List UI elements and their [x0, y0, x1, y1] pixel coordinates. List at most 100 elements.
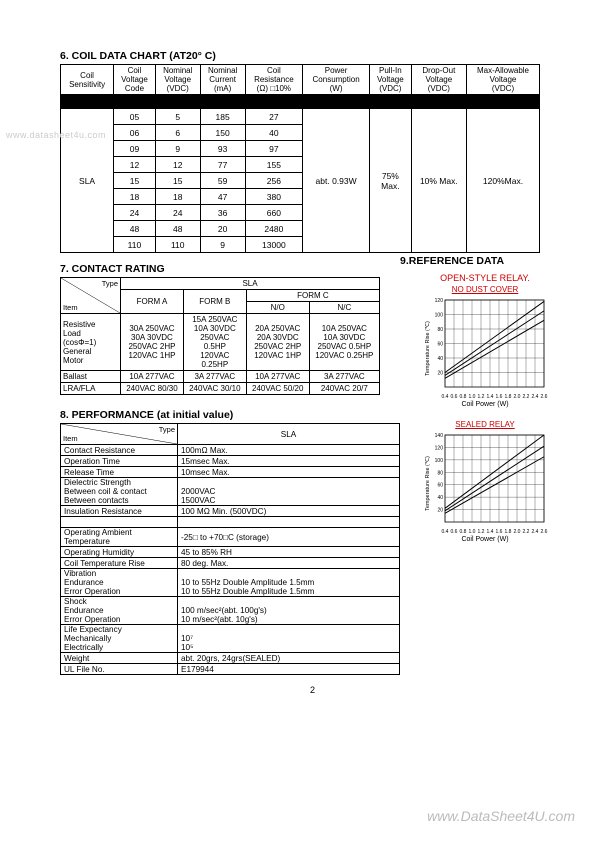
svg-text:1.4: 1.4: [486, 529, 493, 535]
svg-text:20: 20: [437, 371, 443, 377]
perf-cell: 15msec Max.: [178, 456, 400, 467]
contact-cell: 10A 277VAC: [121, 371, 184, 383]
perf-cell: E179944: [178, 664, 400, 675]
perf-cell: Contact Resistance: [61, 445, 178, 456]
relay-type-8: SLA: [178, 424, 400, 445]
coil-header-1: CoilVoltageCode: [114, 65, 156, 95]
coil-cell: 256: [245, 173, 303, 189]
contact-cell: 10A 277VAC: [246, 371, 309, 383]
coil-cell: 2480: [245, 221, 303, 237]
coil-cell: 97: [245, 141, 303, 157]
svg-text:60: 60: [437, 483, 443, 489]
contact-cell: 240VAC 20/7: [309, 383, 379, 395]
form-a: FORM A: [121, 290, 184, 314]
coil-cell: 12: [114, 157, 156, 173]
svg-text:1.6: 1.6: [495, 394, 502, 400]
perf-cell: Insulation Resistance: [61, 506, 178, 517]
perf-cell: 10⁷10⁵: [178, 625, 400, 653]
coil-cell: 48: [155, 221, 200, 237]
coil-header-4: CoilResistance(Ω) □10%: [245, 65, 303, 95]
perf-cell: 100 m/sec²(abt. 100g's)10 m/sec²(abt. 10…: [178, 597, 400, 625]
perf-cell: 10 to 55Hz Double Amplitude 1.5mm10 to 5…: [178, 569, 400, 597]
coil-cell: 06: [114, 125, 156, 141]
svg-text:1.0: 1.0: [468, 529, 475, 535]
svg-text:0.8: 0.8: [459, 529, 466, 535]
coil-pullin: 75%Max.: [370, 109, 412, 253]
svg-text:1.4: 1.4: [486, 394, 493, 400]
svg-text:80: 80: [437, 327, 443, 333]
perf-cell: ShockEnduranceError Operation: [61, 597, 178, 625]
coil-cell: 155: [245, 157, 303, 173]
perf-cell: Life ExpectancyMechanicallyElectrically: [61, 625, 178, 653]
contact-cell: LRA/FLA: [61, 383, 121, 395]
contact-rating-table: Type Item SLA FORM AFORM BFORM CN/ON/C R…: [60, 277, 380, 395]
contact-cell: 240VAC 50/20: [246, 383, 309, 395]
coil-cell: 15: [114, 173, 156, 189]
perf-cell: 10msec Max.: [178, 467, 400, 478]
svg-text:80: 80: [437, 470, 443, 476]
svg-text:2.0: 2.0: [513, 394, 520, 400]
coil-maxallow: 120%Max.: [467, 109, 540, 253]
contact-cell: 10A 250VAC10A 30VDC250VAC 0.5HP120VAC 0.…: [309, 314, 379, 371]
contact-cell: 3A 277VAC: [183, 371, 246, 383]
perf-cell: UL File No.: [61, 664, 178, 675]
svg-text:20: 20: [437, 508, 443, 514]
svg-text:0.6: 0.6: [450, 529, 457, 535]
contact-cell: 15A 250VAC10A 30VDC250VAC0.5HP120VAC0.25…: [183, 314, 246, 371]
coil-header-0: CoilSensitivity: [61, 65, 114, 95]
coil-cell: 24: [114, 205, 156, 221]
chart1-sub: NO DUST COVER: [400, 285, 570, 294]
coil-header-7: Drop-OutVoltage(VDC): [411, 65, 466, 95]
coil-header-6: Pull-InVoltage(VDC): [370, 65, 412, 95]
coil-cell: 09: [114, 141, 156, 157]
svg-text:2.4: 2.4: [531, 529, 538, 535]
svg-text:1.0: 1.0: [468, 394, 475, 400]
contact-cell: 3A 277VAC: [309, 371, 379, 383]
svg-text:1.6: 1.6: [495, 529, 502, 535]
contact-cell: Ballast: [61, 371, 121, 383]
coil-cell: 5: [155, 109, 200, 125]
svg-text:2.4: 2.4: [531, 394, 538, 400]
coil-cell: 110: [114, 237, 156, 253]
formc-sub: N/C: [309, 302, 379, 314]
svg-text:Temperature Rise (℃): Temperature Rise (℃): [425, 321, 431, 376]
section9-title: 9.REFERENCE DATA: [400, 255, 570, 267]
page-number: 2: [60, 685, 565, 695]
coil-cell: 24: [155, 205, 200, 221]
coil-cell: 13000: [245, 237, 303, 253]
performance-table: Type Item SLA Contact Resistance100mΩ Ma…: [60, 423, 400, 675]
svg-text:40: 40: [437, 495, 443, 501]
coil-cell: 20: [200, 221, 245, 237]
svg-text:100: 100: [434, 458, 443, 464]
perf-cell: 100 MΩ Min. (500VDC): [178, 506, 400, 517]
form-b: FORM B: [183, 290, 246, 314]
coil-cell: 05: [114, 109, 156, 125]
svg-text:40: 40: [437, 356, 443, 362]
chart2-xlabel: Coil Power (W): [400, 536, 570, 543]
perf-cell: [178, 517, 400, 528]
perf-cell: 2000VAC1500VAC: [178, 478, 400, 506]
perf-cell: Release Time: [61, 467, 178, 478]
svg-text:100: 100: [434, 313, 443, 319]
perf-cell: [61, 517, 178, 528]
coil-dropout: 10% Max.: [411, 109, 466, 253]
svg-text:1.2: 1.2: [477, 529, 484, 535]
coil-cell: 110: [155, 237, 200, 253]
coil-cell: 185: [200, 109, 245, 125]
coil-header-2: NominalVoltage(VDC): [155, 65, 200, 95]
coil-cell: 18: [114, 189, 156, 205]
perf-cell: Weight: [61, 653, 178, 664]
coil-data-table: CoilSensitivityCoilVoltageCodeNominalVol…: [60, 64, 540, 253]
formc-sub: N/O: [246, 302, 309, 314]
coil-cell: 15: [155, 173, 200, 189]
svg-text:0.4: 0.4: [441, 394, 448, 400]
perf-cell: 45 to 85% RH: [178, 547, 400, 558]
form-c: FORM C: [246, 290, 379, 302]
item-label-8: Item: [63, 434, 78, 443]
svg-text:2.0: 2.0: [513, 529, 520, 535]
item-label: Item: [63, 303, 78, 312]
chart1-title: OPEN-STYLE RELAY.: [400, 273, 570, 283]
contact-cell: 30A 250VAC30A 30VDC250VAC 2HP120VAC 1HP: [121, 314, 184, 371]
svg-text:2.2: 2.2: [522, 529, 529, 535]
coil-cell: 380: [245, 189, 303, 205]
